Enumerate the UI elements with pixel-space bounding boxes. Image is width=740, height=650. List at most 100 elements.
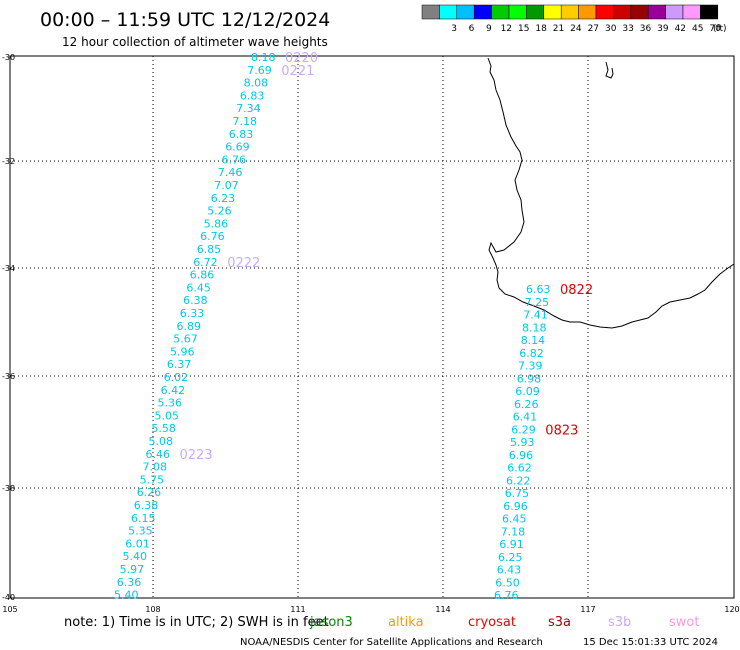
lat-label: -36 bbox=[2, 372, 15, 381]
east-track-values: 6.637.257.418.188.146.827.396.986.096.26… bbox=[494, 283, 551, 602]
wave-height-value: 7.08 bbox=[143, 461, 168, 474]
satellite-s3a: s3a bbox=[548, 615, 571, 630]
satellite-s3b: s3b bbox=[608, 615, 631, 630]
wave-height-value: 6.22 bbox=[506, 474, 531, 487]
wave-height-value: 5.96 bbox=[170, 345, 195, 358]
wave-height-value: 5.36 bbox=[158, 397, 183, 410]
wave-height-value: 6.62 bbox=[507, 462, 532, 475]
color-legend: 3 6 9 12 15 18 21 24 27 30 33 36 39 42 45 70 bbox=[421, 4, 721, 34]
legend-label: 39 bbox=[657, 24, 669, 34]
wave-height-value: 5.05 bbox=[155, 409, 180, 422]
legend-swatch bbox=[578, 4, 597, 20]
map-title: 00:00 – 11:59 UTC 12/12/2024 bbox=[40, 9, 330, 31]
west-track-values: 8.187.698.086.837.347.186.836.696.767.46… bbox=[114, 51, 276, 602]
wave-height-value: 5.35 bbox=[128, 525, 153, 538]
graticule bbox=[10, 56, 734, 598]
footer-credit: NOAA/NESDIS Center for Satellite Applica… bbox=[240, 637, 543, 648]
wave-height-value: 6.23 bbox=[211, 192, 236, 205]
legend-label: 33 bbox=[622, 24, 633, 34]
wave-height-value: 5.75 bbox=[140, 473, 165, 486]
lon-label: 108 bbox=[145, 605, 160, 614]
wave-height-value: 7.69 bbox=[247, 64, 271, 77]
legend-swatch bbox=[700, 4, 719, 20]
wave-height-value: 8.18 bbox=[522, 321, 547, 334]
wave-height-value: 7.18 bbox=[501, 525, 526, 538]
legend-label: 15 bbox=[518, 24, 529, 34]
satellite-cryosat: cryosat bbox=[468, 615, 516, 630]
legend-label: 24 bbox=[570, 24, 582, 34]
island-outline bbox=[605, 61, 614, 79]
pass-time-label: 0221 bbox=[281, 64, 314, 79]
legend-label: 27 bbox=[588, 24, 599, 34]
satellite-legend: jason3 altika cryosat s3a s3b swot bbox=[309, 615, 699, 630]
footer-note: note: 1) Time is in UTC; 2) SWH is in fe… bbox=[64, 615, 329, 630]
wave-height-value: 6.26 bbox=[514, 398, 539, 411]
wave-height-value: 6.83 bbox=[240, 89, 265, 102]
wave-height-value: 6.02 bbox=[164, 371, 189, 384]
pass-time-label: 0823 bbox=[545, 423, 578, 438]
wave-height-value: 6.29 bbox=[511, 423, 536, 436]
wave-height-value: 6.91 bbox=[499, 538, 524, 551]
legend-swatch bbox=[491, 4, 510, 20]
wave-height-value: 6.98 bbox=[517, 372, 542, 385]
legend-swatch bbox=[630, 4, 649, 20]
wave-height-value: 6.75 bbox=[505, 487, 530, 500]
legend-label: 36 bbox=[640, 24, 652, 34]
satellite-jason3: jason3 bbox=[309, 615, 353, 630]
legend-swatch bbox=[526, 4, 545, 20]
wave-height-value: 6.45 bbox=[186, 281, 211, 294]
wave-height-value: 6.83 bbox=[229, 128, 254, 141]
legend-swatch bbox=[647, 4, 666, 20]
wave-height-value: 6.37 bbox=[167, 358, 192, 371]
legend-label: 3 bbox=[451, 24, 457, 34]
wave-height-value: 6.15 bbox=[131, 512, 156, 525]
legend-swatch bbox=[508, 4, 527, 20]
longitude-labels: 105 108 111 114 117 120 bbox=[2, 605, 739, 614]
legend-label: 45 bbox=[692, 24, 703, 34]
wave-height-value: 7.25 bbox=[525, 296, 550, 309]
wave-height-value: 5.58 bbox=[151, 422, 176, 435]
wave-height-value: 8.18 bbox=[251, 51, 276, 64]
wave-height-value: 7.39 bbox=[518, 360, 543, 373]
wave-height-value: 6.41 bbox=[513, 411, 538, 424]
wave-height-value: 7.18 bbox=[233, 115, 258, 128]
wave-height-value: 7.34 bbox=[236, 102, 261, 115]
wave-height-value: 6.50 bbox=[495, 576, 520, 589]
pass-time-label: 0220 bbox=[285, 51, 318, 66]
lon-label: 120 bbox=[724, 605, 739, 614]
wave-height-value: 6.09 bbox=[515, 385, 540, 398]
lon-label: 105 bbox=[2, 605, 17, 614]
wave-height-value: 5.67 bbox=[173, 333, 198, 346]
legend-label: 6 bbox=[469, 24, 475, 34]
pass-time-label: 0222 bbox=[227, 256, 260, 271]
footer-timestamp: 15 Dec 15:01:33 UTC 2024 bbox=[583, 637, 718, 648]
satellite-altika: altika bbox=[388, 615, 424, 630]
map-subtitle: 12 hour collection of altimeter wave hei… bbox=[62, 35, 328, 49]
legend-label: 12 bbox=[501, 24, 512, 34]
legend-label: 21 bbox=[553, 24, 564, 34]
legend-swatch bbox=[682, 4, 701, 20]
wave-height-value: 6.63 bbox=[526, 283, 551, 296]
legend-swatch bbox=[613, 4, 632, 20]
wave-height-value: 5.93 bbox=[510, 436, 535, 449]
wave-height-value: 6.86 bbox=[190, 269, 215, 282]
wave-height-value: 6.26 bbox=[137, 486, 162, 499]
wave-height-value: 5.86 bbox=[204, 217, 229, 230]
wave-height-value: 8.14 bbox=[521, 334, 546, 347]
legend-swatch bbox=[560, 4, 579, 20]
wave-height-value: 7.46 bbox=[218, 166, 243, 179]
pass-time-label: 0822 bbox=[560, 283, 593, 298]
wave-height-value: 6.38 bbox=[183, 294, 208, 307]
lat-label: -32 bbox=[2, 157, 15, 166]
east-track-times: 0822 0823 bbox=[545, 283, 593, 438]
wave-height-value: 6.76 bbox=[200, 230, 225, 243]
latitude-labels: -30 -32 -34 -36 -38 -40 bbox=[2, 53, 15, 602]
coastline bbox=[487, 57, 735, 329]
satellite-swot: swot bbox=[669, 615, 699, 630]
legend-swatch bbox=[543, 4, 562, 20]
wave-height-value: 6.96 bbox=[503, 500, 528, 513]
lon-label: 114 bbox=[435, 605, 450, 614]
wave-height-value: 6.96 bbox=[509, 449, 534, 462]
